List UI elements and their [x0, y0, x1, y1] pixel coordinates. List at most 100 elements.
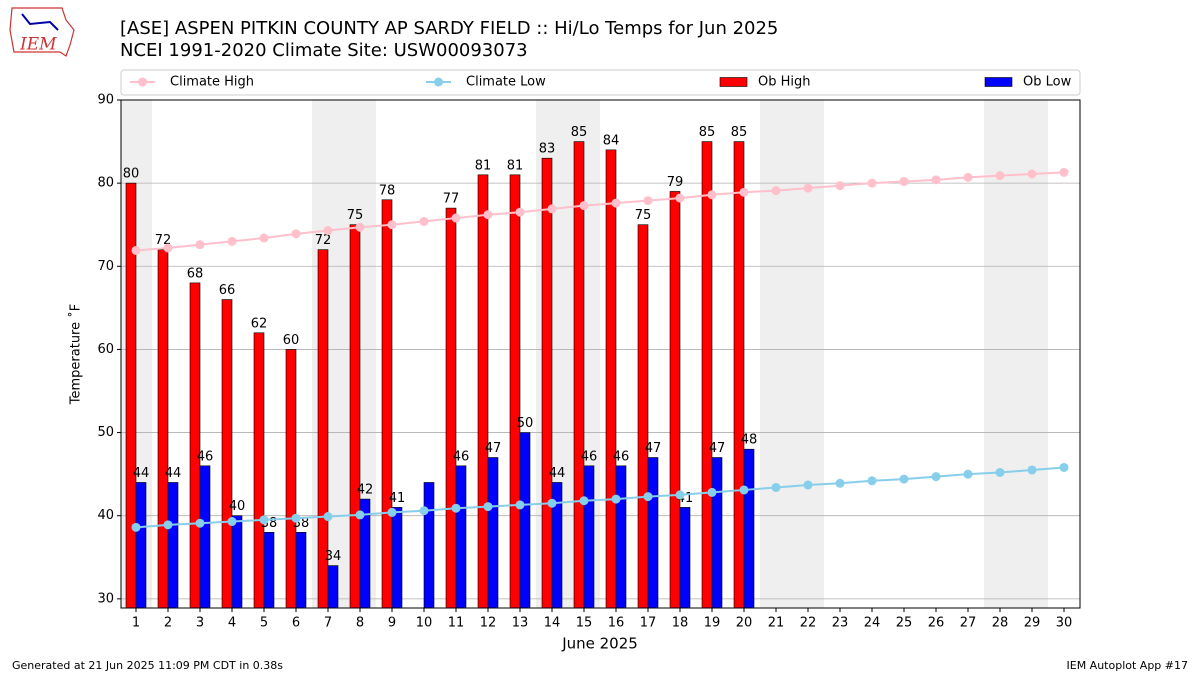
x-tick-label: 5 — [260, 616, 268, 631]
point — [1059, 462, 1069, 472]
y-tick-label: 70 — [97, 259, 114, 274]
value-label: 85 — [731, 125, 748, 140]
point — [515, 500, 525, 510]
bar — [637, 224, 649, 609]
x-tick-label: 25 — [896, 616, 913, 631]
value-label: 75 — [347, 208, 364, 223]
x-tick-label: 27 — [960, 616, 977, 631]
y-tick-label: 90 — [97, 93, 114, 108]
value-label: 44 — [549, 466, 566, 481]
x-tick-label: 21 — [768, 616, 785, 631]
point — [867, 476, 877, 486]
point — [803, 183, 813, 193]
value-label: 48 — [741, 433, 758, 448]
bar — [509, 174, 521, 609]
x-tick-label: 9 — [388, 616, 396, 631]
x-tick-label: 22 — [800, 616, 817, 631]
point — [259, 233, 269, 243]
bar — [711, 457, 723, 609]
value-label: 46 — [453, 449, 470, 464]
value-label: 46 — [581, 449, 598, 464]
bar — [349, 224, 361, 609]
point — [867, 178, 877, 188]
value-label: 77 — [443, 192, 460, 207]
point — [963, 172, 973, 182]
x-tick-label: 19 — [704, 616, 721, 631]
bar — [199, 465, 211, 609]
bar — [583, 465, 595, 609]
bar — [157, 249, 169, 609]
line — [135, 466, 1065, 529]
point — [163, 520, 173, 530]
point — [579, 496, 589, 506]
point — [195, 240, 205, 250]
plot-frame — [120, 99, 1081, 609]
value-label: 79 — [667, 175, 684, 190]
bar — [743, 448, 755, 609]
x-tick-label: 13 — [512, 616, 529, 631]
x-tick-label: 10 — [416, 616, 433, 631]
point — [835, 181, 845, 191]
point — [291, 513, 301, 523]
bar — [445, 207, 457, 609]
point — [451, 213, 461, 223]
bar — [285, 349, 297, 609]
bar — [733, 141, 745, 609]
legend-label: Climate High — [170, 75, 254, 90]
value-label: 41 — [389, 491, 406, 506]
y-tick-label: 40 — [97, 508, 114, 523]
value-label: 40 — [229, 499, 246, 514]
value-label: 47 — [709, 441, 726, 456]
point — [547, 498, 557, 508]
point — [707, 190, 717, 200]
logo-text: IEM — [19, 35, 57, 55]
logo: IEM — [9, 7, 75, 57]
weekend-band — [792, 100, 824, 608]
bar — [253, 332, 265, 609]
y-tick-label: 80 — [97, 176, 114, 191]
x-tick-label: 23 — [832, 616, 849, 631]
x-tick-label: 16 — [608, 616, 625, 631]
x-tick-label: 14 — [544, 616, 561, 631]
point — [547, 204, 557, 214]
point — [707, 487, 717, 497]
point — [995, 467, 1005, 477]
point — [163, 243, 173, 253]
bar — [487, 457, 499, 609]
point — [675, 193, 685, 203]
point — [899, 176, 909, 186]
y-tick-label: 60 — [97, 342, 114, 357]
point — [931, 175, 941, 185]
x-tick-label: 20 — [736, 616, 753, 631]
x-tick-label: 11 — [448, 616, 465, 631]
value-label: 44 — [165, 466, 182, 481]
bar — [701, 141, 713, 609]
point — [579, 201, 589, 211]
x-axis-label: June 2025 — [561, 635, 638, 653]
value-label: 34 — [325, 549, 342, 564]
x-tick-label: 30 — [1056, 616, 1073, 631]
bar — [519, 432, 531, 609]
point — [131, 245, 141, 255]
point — [451, 503, 461, 513]
value-label: 80 — [123, 167, 140, 182]
value-label: 46 — [613, 449, 630, 464]
x-tick-label: 28 — [992, 616, 1009, 631]
weekend-band — [760, 100, 792, 608]
value-label: 62 — [251, 316, 268, 331]
value-label: 84 — [603, 133, 620, 148]
legend-swatch — [719, 77, 748, 87]
x-tick-label: 4 — [228, 616, 236, 631]
point — [1027, 169, 1037, 179]
bar — [221, 299, 233, 609]
point — [355, 222, 365, 232]
x-tick-label: 8 — [356, 616, 364, 631]
point — [227, 236, 237, 246]
point — [611, 494, 621, 504]
point — [355, 510, 365, 520]
bar — [541, 157, 553, 609]
point — [803, 480, 813, 490]
point — [291, 229, 301, 239]
bar — [669, 191, 681, 609]
point — [899, 474, 909, 484]
